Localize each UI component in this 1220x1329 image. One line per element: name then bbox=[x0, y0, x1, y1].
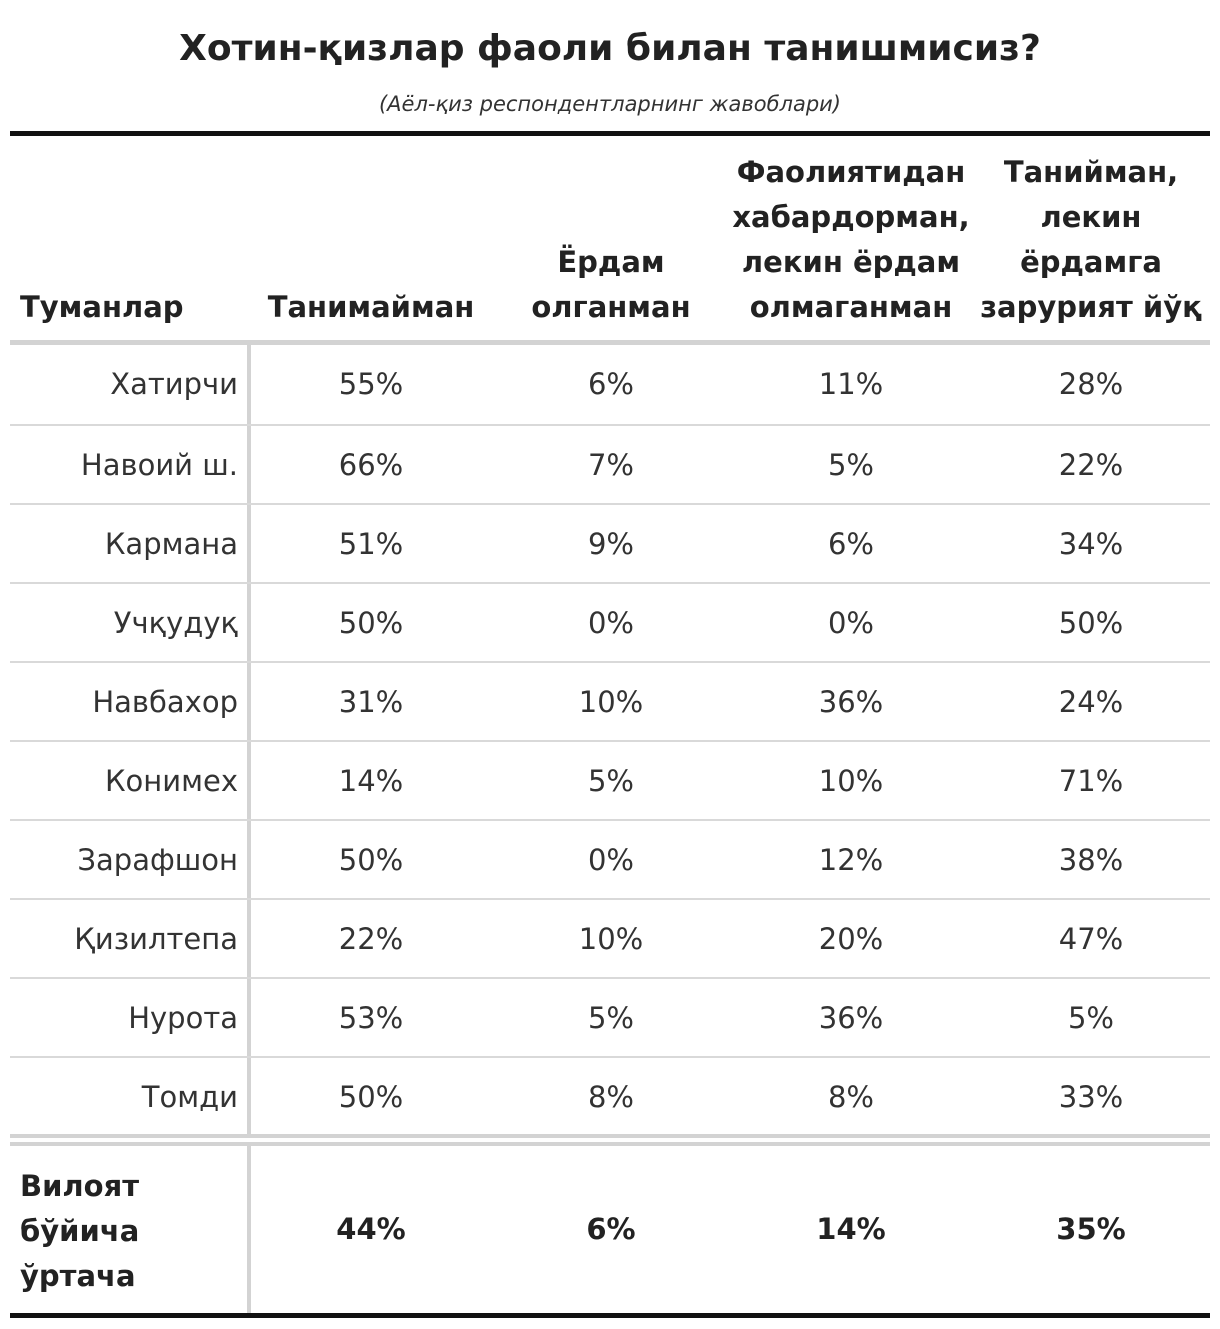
value-aware-no-help: 0% bbox=[827, 606, 874, 640]
header-not-know: Танимайман bbox=[251, 150, 491, 330]
table-row: Нурота 53% 5% 36% 5% bbox=[10, 977, 1210, 1056]
value-aware-no-help: 6% bbox=[827, 527, 874, 561]
value-not-know: 53% bbox=[338, 1001, 404, 1035]
value-received-help: 9% bbox=[587, 527, 634, 561]
table-row: Навбахор 31% 10% 36% 24% bbox=[10, 661, 1210, 740]
table-row: Томди 50% 8% 8% 33% bbox=[10, 1056, 1210, 1135]
value-not-know: 50% bbox=[338, 606, 404, 640]
value-aware-no-help: 12% bbox=[818, 843, 884, 877]
table-row: Қизилтепа 22% 10% 20% 47% bbox=[10, 898, 1210, 977]
district-name: Конимех bbox=[104, 764, 238, 798]
column-divider bbox=[247, 345, 251, 1134]
value-aware-no-help: 11% bbox=[818, 367, 884, 401]
district-name: Навоий ш. bbox=[80, 448, 238, 482]
value-not-know: 14% bbox=[338, 764, 404, 798]
value-not-know: 51% bbox=[338, 527, 404, 561]
value-aware-no-help: 20% bbox=[818, 922, 884, 956]
value-know-no-need: 24% bbox=[1058, 685, 1124, 719]
header-divider bbox=[10, 340, 1210, 345]
total-label-line: ўртача bbox=[20, 1259, 136, 1293]
value-know-no-need: 28% bbox=[1058, 367, 1124, 401]
value-received-help: 6% bbox=[587, 367, 634, 401]
value-know-no-need: 34% bbox=[1058, 527, 1124, 561]
total-know-no-need: 35% bbox=[1056, 1212, 1126, 1246]
total-received-help: 6% bbox=[586, 1212, 636, 1246]
district-name: Нурота bbox=[128, 1001, 238, 1035]
district-name: Томди bbox=[141, 1080, 238, 1114]
value-received-help: 8% bbox=[587, 1080, 634, 1114]
header-line: Танийман, bbox=[1003, 155, 1179, 189]
bottom-rule bbox=[10, 1313, 1210, 1318]
value-know-no-need: 22% bbox=[1058, 448, 1124, 482]
header-line: Ёрдам bbox=[557, 245, 665, 279]
table-row: Учқудуқ 50% 0% 0% 50% bbox=[10, 582, 1210, 661]
value-received-help: 7% bbox=[587, 448, 634, 482]
value-not-know: 22% bbox=[338, 922, 404, 956]
value-not-know: 66% bbox=[338, 448, 404, 482]
header-line: олганман bbox=[531, 290, 691, 324]
value-aware-no-help: 5% bbox=[827, 448, 874, 482]
header-line: лекин ёрдам bbox=[741, 245, 961, 279]
value-know-no-need: 47% bbox=[1058, 922, 1124, 956]
value-aware-no-help: 36% bbox=[818, 1001, 884, 1035]
total-aware-no-help: 14% bbox=[816, 1212, 886, 1246]
table-row: Хатирчи 55% 6% 11% 28% bbox=[10, 345, 1210, 424]
district-name: Навбахор bbox=[92, 685, 238, 719]
column-divider bbox=[247, 1146, 251, 1313]
total-divider bbox=[10, 1134, 1210, 1138]
district-name: Учқудуқ bbox=[113, 606, 238, 640]
table-row: Зарафшон 50% 0% 12% 38% bbox=[10, 819, 1210, 898]
district-name: Зарафшон bbox=[77, 843, 238, 877]
header-line: олмаганман bbox=[749, 290, 953, 324]
header-aware-no-help: Фаолиятидан хабардорман, лекин ёрдам олм… bbox=[731, 150, 971, 330]
value-know-no-need: 38% bbox=[1058, 843, 1124, 877]
district-name: Қизилтепа bbox=[74, 922, 238, 956]
page-subtitle: (Аёл-қиз респондентларнинг жавоблари) bbox=[378, 92, 842, 116]
value-received-help: 0% bbox=[587, 606, 634, 640]
header-line: хабардорман, bbox=[732, 200, 970, 234]
top-rule bbox=[10, 131, 1210, 136]
value-aware-no-help: 10% bbox=[818, 764, 884, 798]
value-received-help: 5% bbox=[587, 1001, 634, 1035]
header-line: ёрдамга bbox=[1020, 245, 1162, 279]
district-name: Кармана bbox=[104, 527, 238, 561]
table-row: Кармана 51% 9% 6% 34% bbox=[10, 503, 1210, 582]
total-label-line: бўйича bbox=[20, 1214, 140, 1248]
total-not-know: 44% bbox=[336, 1212, 406, 1246]
value-aware-no-help: 36% bbox=[818, 685, 884, 719]
page-title: Хотин-қизлар фаоли билан танишмисиз? bbox=[179, 28, 1041, 69]
value-know-no-need: 5% bbox=[1067, 1001, 1114, 1035]
district-name: Хатирчи bbox=[110, 367, 238, 401]
value-not-know: 31% bbox=[338, 685, 404, 719]
header-know-no-need: Танийман, лекин ёрдамга зарурият йўқ bbox=[971, 150, 1211, 330]
total-label-line: Вилоят bbox=[20, 1169, 140, 1203]
total-row-label: Вилоят бўйича ўртача bbox=[20, 1164, 240, 1299]
value-received-help: 5% bbox=[587, 764, 634, 798]
table-row: Конимех 14% 5% 10% 71% bbox=[10, 740, 1210, 819]
total-divider bbox=[10, 1142, 1210, 1146]
value-not-know: 50% bbox=[338, 1080, 404, 1114]
table-row: Навоий ш. 66% 7% 5% 22% bbox=[10, 424, 1210, 503]
value-aware-no-help: 8% bbox=[827, 1080, 874, 1114]
header-line: лекин bbox=[1040, 200, 1142, 234]
value-know-no-need: 50% bbox=[1058, 606, 1124, 640]
header-line: Фаолиятидан bbox=[736, 155, 966, 189]
header-district: Туманлар bbox=[20, 150, 245, 330]
header-line: Танимайман bbox=[267, 290, 475, 324]
value-know-no-need: 71% bbox=[1058, 764, 1124, 798]
header-received-help: Ёрдам олганман bbox=[491, 150, 731, 330]
header-line: Туманлар bbox=[20, 290, 184, 324]
table-body: Хатирчи 55% 6% 11% 28% Навоий ш. 66% 7% … bbox=[10, 345, 1210, 1135]
value-received-help: 10% bbox=[578, 922, 644, 956]
value-not-know: 55% bbox=[338, 367, 404, 401]
value-know-no-need: 33% bbox=[1058, 1080, 1124, 1114]
header-line: зарурият йўқ bbox=[980, 290, 1202, 324]
value-received-help: 10% bbox=[578, 685, 644, 719]
value-not-know: 50% bbox=[338, 843, 404, 877]
value-received-help: 0% bbox=[587, 843, 634, 877]
